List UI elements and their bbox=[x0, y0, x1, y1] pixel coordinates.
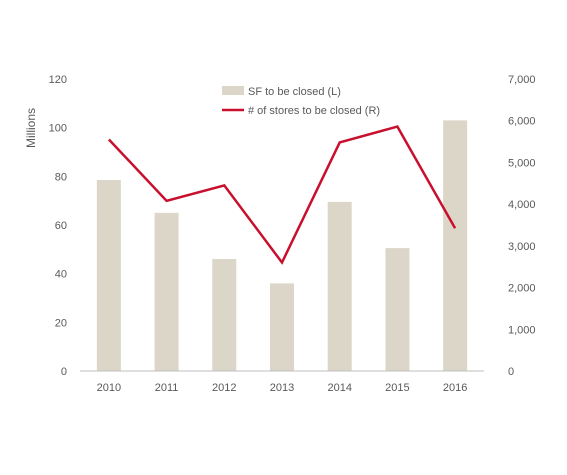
bar-2010 bbox=[96, 179, 121, 371]
x-tick-label: 2013 bbox=[270, 382, 294, 394]
right-tick-label: 1,000 bbox=[508, 324, 536, 336]
bar-2012 bbox=[212, 259, 237, 371]
y-axis-label: Millions bbox=[24, 108, 38, 148]
bar-2014 bbox=[327, 201, 352, 371]
bar-series bbox=[96, 120, 468, 371]
right-tick-label: 0 bbox=[508, 366, 514, 378]
left-tick-label: 120 bbox=[49, 74, 67, 86]
right-tick-label: 4,000 bbox=[508, 199, 536, 211]
legend: SF to be closed (L) # of stores to be cl… bbox=[222, 86, 380, 117]
left-tick-label: 80 bbox=[55, 171, 67, 183]
stores-line bbox=[107, 125, 457, 265]
legend-swatch-bar bbox=[222, 86, 244, 95]
x-tick-label: 2015 bbox=[385, 382, 409, 394]
x-tick-label: 2011 bbox=[155, 382, 179, 394]
x-tick-label: 2010 bbox=[97, 382, 121, 394]
left-tick-label: 60 bbox=[55, 220, 67, 232]
bar-2013 bbox=[270, 283, 294, 371]
line-series bbox=[107, 125, 457, 265]
left-tick-label: 100 bbox=[49, 123, 67, 135]
x-tick-label: 2016 bbox=[443, 382, 467, 394]
right-tick-label: 5,000 bbox=[508, 157, 536, 169]
bar-2011 bbox=[154, 212, 179, 371]
right-tick-label: 2,000 bbox=[508, 283, 536, 295]
legend-label-bar: SF to be closed (L) bbox=[248, 86, 341, 98]
right-axis-ticks: 0 1,000 2,000 3,000 4,000 5,000 6,000 7,000 bbox=[508, 74, 536, 378]
left-tick-label: 20 bbox=[55, 317, 67, 329]
left-axis-ticks: 0 20 40 60 80 100 120 bbox=[49, 74, 67, 378]
left-tick-label: 0 bbox=[61, 366, 67, 378]
x-axis-ticks: 2010 2011 2012 2013 2014 2015 2016 bbox=[97, 382, 468, 394]
bar-2016 bbox=[443, 120, 468, 371]
left-tick-label: 40 bbox=[55, 269, 67, 281]
bar-2015 bbox=[385, 248, 410, 371]
right-tick-label: 6,000 bbox=[508, 116, 536, 128]
legend-label-line: # of stores to be closed (R) bbox=[248, 105, 380, 117]
right-tick-label: 3,000 bbox=[508, 241, 536, 253]
x-tick-label: 2012 bbox=[212, 382, 236, 394]
x-tick-label: 2014 bbox=[327, 382, 351, 394]
right-tick-label: 7,000 bbox=[508, 74, 536, 86]
